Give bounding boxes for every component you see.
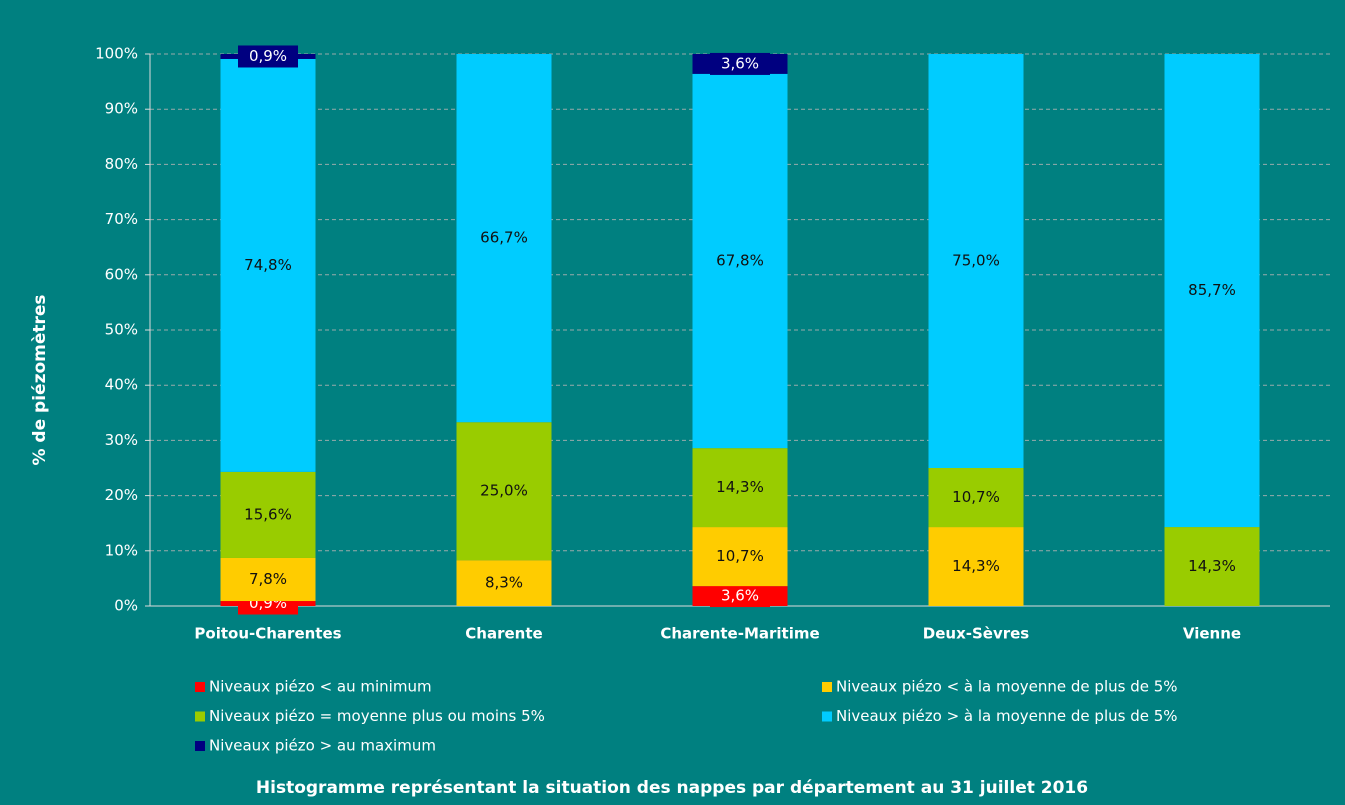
bar-segment [692,448,788,528]
legend-label: Niveaux piézo < à la moyenne de plus de … [836,678,1178,696]
value-label: 75,0% [952,252,1000,270]
bar-segment [928,527,1024,606]
value-label: 14,3% [1188,557,1236,575]
value-label: 14,3% [952,557,1000,575]
bar-segment [456,422,552,561]
value-label: 15,6% [244,505,292,523]
bar-segment [928,468,1024,528]
legend-swatch [195,711,205,722]
value-label: 10,7% [716,547,764,565]
x-tick-label: Deux-Sèvres [923,625,1030,643]
value-label: 0,9% [249,47,287,65]
legend-label: Niveaux piézo < au minimum [209,678,432,696]
legend-swatch [822,711,832,722]
caption: Histogramme représentant la situation de… [256,778,1088,798]
y-tick-label: 50% [105,321,138,339]
x-tick-label: Charente-Maritime [660,625,819,643]
bar-segment [928,54,1024,468]
value-label: 3,6% [721,54,759,72]
value-label: 3,6% [721,587,759,605]
y-tick-label: 20% [105,486,138,504]
value-label: 66,7% [480,229,528,247]
y-tick-label: 40% [105,376,138,394]
bar-segment [692,527,788,587]
value-label: 74,8% [244,256,292,274]
legend-swatch [195,741,205,751]
label-box [710,585,770,608]
legend-label: Niveaux piézo > au maximum [209,737,436,755]
value-label: 10,7% [952,488,1000,506]
bar-segment [1164,527,1260,606]
legend-label: Niveaux piézo = moyenne plus ou moins 5% [209,707,545,725]
value-label: 8,3% [485,574,523,592]
y-tick-label: 100% [95,45,138,63]
label-box [238,45,298,68]
value-label: 85,7% [1188,281,1236,299]
y-tick-label: 60% [105,265,138,283]
value-label: 7,8% [249,570,287,588]
bar-segment [1164,54,1260,528]
y-tick-label: 80% [105,155,138,173]
bar-segment [220,557,316,602]
y-tick-label: 30% [105,431,138,449]
bar-segment [456,560,552,606]
y-axis-label: % de piézomètres [30,294,50,465]
bar-segment [220,58,316,472]
y-tick-label: 0% [114,597,138,615]
bar-segment [220,471,316,558]
value-label: 67,8% [716,252,764,270]
x-tick-label: Poitou-Charentes [194,625,341,643]
bar-segment [456,54,552,423]
legend-swatch [822,682,832,692]
value-label: 25,0% [480,482,528,500]
legend-swatch [195,682,205,692]
y-tick-label: 70% [105,210,138,228]
bar-segment [692,73,788,449]
value-label: 14,3% [716,478,764,496]
label-box [710,52,770,75]
y-tick-label: 90% [105,100,138,118]
x-tick-label: Charente [465,625,542,643]
legend-label: Niveaux piézo > à la moyenne de plus de … [836,707,1178,725]
y-tick-label: 10% [105,541,138,559]
x-tick-label: Vienne [1183,625,1241,643]
